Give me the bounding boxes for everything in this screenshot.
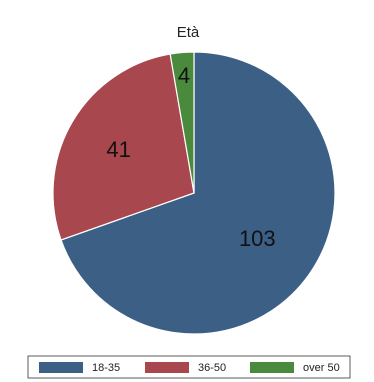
legend-label-over-50: over 50 <box>303 362 340 374</box>
data-label-over-50: 4 <box>178 63 190 88</box>
chart-title: Età <box>177 24 200 41</box>
pie-slice-36-50 <box>52 53 195 241</box>
legend: 18-35 36-50 over 50 <box>27 355 351 379</box>
data-label-18-35: 103 <box>239 226 276 251</box>
pie-data-labels: 103 41 4 <box>106 63 275 251</box>
legend-label-36-50: 36-50 <box>198 362 226 374</box>
legend-swatch-18-35 <box>39 362 83 373</box>
legend-swatch-over-50 <box>250 362 294 373</box>
pie-slice-over-50 <box>169 51 195 194</box>
data-label-36-50: 41 <box>106 137 130 162</box>
legend-label-18-35: 18-35 <box>92 362 120 374</box>
pie-slices <box>52 51 336 335</box>
legend-swatch-36-50 <box>145 362 189 373</box>
pie-slice-18-35 <box>60 51 336 335</box>
